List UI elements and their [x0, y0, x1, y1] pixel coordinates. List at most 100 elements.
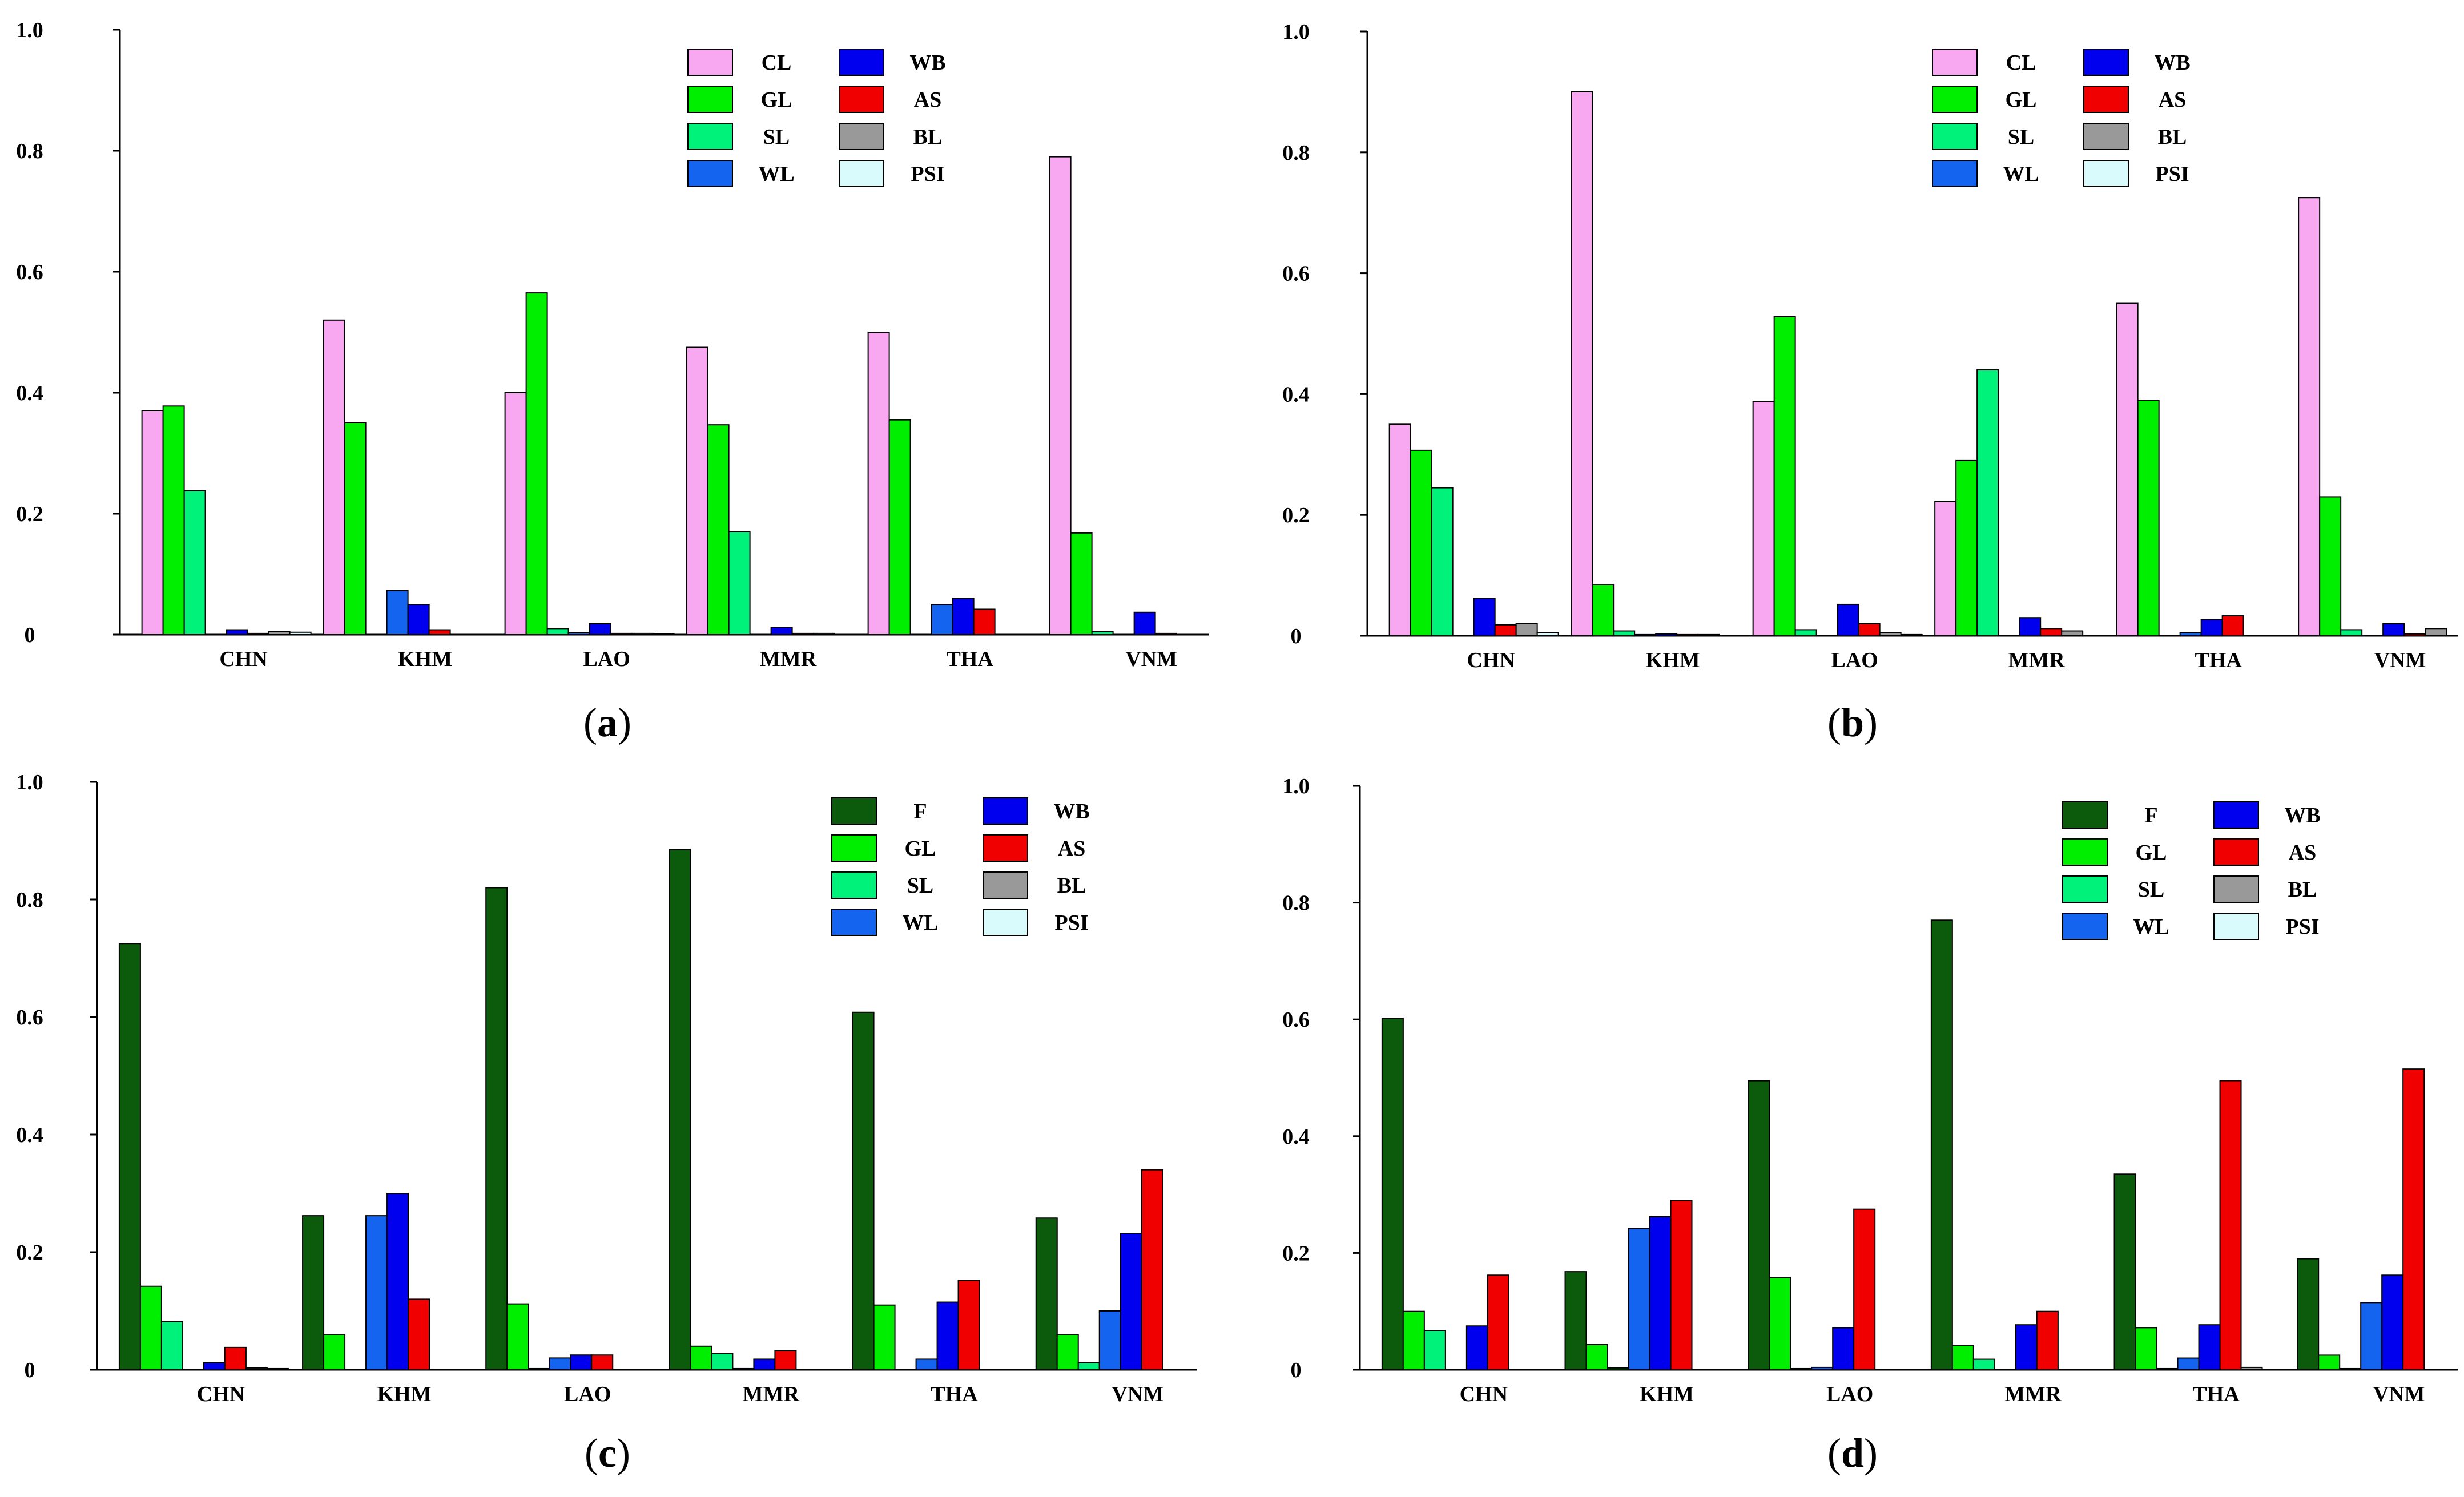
legend-label-cl: CL	[762, 51, 792, 75]
bar-chn-gl	[139, 1285, 162, 1370]
legend-swatch-gl	[1932, 86, 1978, 113]
bar-lao-psi	[652, 633, 675, 635]
bar-vnm-bl	[2425, 628, 2447, 636]
x-category-label: LAO	[1826, 1382, 1873, 1406]
bar-khm-wb	[1655, 633, 1678, 636]
x-category-label: LAO	[564, 1382, 611, 1406]
bar-lao-wb	[1837, 603, 1859, 637]
bar-vnm-wb	[2382, 623, 2405, 636]
bar-lao-cl	[1752, 401, 1775, 636]
legend-label-cl: CL	[2006, 51, 2036, 75]
bar-khm-sl	[1613, 630, 1636, 636]
bar-vnm-gl	[2319, 496, 2342, 636]
legend-swatch-sl	[1932, 123, 1978, 150]
bar-tha-wl	[2179, 632, 2202, 636]
bar-lao-gl	[506, 1303, 529, 1370]
legend-label-wl: WL	[2133, 915, 2169, 939]
legend-label-f: F	[913, 800, 927, 824]
legend-swatch-as	[2083, 86, 2129, 113]
bar-mmr-gl	[1955, 459, 1978, 636]
legend-swatch-cl	[687, 49, 733, 76]
legend-label-wb: WB	[1053, 800, 1089, 824]
x-category-label: VNM	[2374, 648, 2426, 672]
legend-label-gl: GL	[2136, 841, 2167, 865]
bar-mmr-f	[1930, 919, 1953, 1371]
bar-lao-sl	[546, 628, 569, 636]
bar-vnm-sl	[1077, 1362, 1100, 1370]
bar-khm-as	[428, 629, 451, 636]
bar-chn-gl	[1410, 449, 1432, 637]
bar-khm-sl	[1607, 1367, 1629, 1370]
bar-chn-as	[247, 632, 269, 636]
legend-swatch-wb	[2083, 49, 2129, 76]
bar-tha-wb	[2198, 1324, 2221, 1371]
bar-mmr-wb	[2019, 617, 2042, 636]
bar-khm-gl	[1585, 1344, 1608, 1370]
bar-vnm-f	[2297, 1258, 2320, 1370]
bar-khm-wl	[1628, 1228, 1650, 1371]
legend-label-psi: PSI	[911, 162, 944, 186]
y-tick-label: 1.0	[1282, 774, 1310, 798]
bar-tha-gl	[873, 1304, 896, 1370]
x-category-label: CHN	[219, 647, 267, 671]
bar-lao-bl	[1879, 632, 1902, 636]
legend-label-gl: GL	[761, 88, 792, 112]
bar-lao-wb	[589, 623, 611, 636]
bar-tha-as	[973, 608, 996, 635]
legend-label-f: F	[2144, 804, 2157, 828]
bar-mmr-bl	[2061, 630, 2084, 636]
bar-vnm-gl	[1056, 1334, 1079, 1370]
bar-khm-gl	[1592, 583, 1615, 636]
legend-swatch-sl	[831, 871, 877, 899]
legend-label-wb: WB	[2154, 51, 2190, 75]
legend-swatch-sl	[2062, 875, 2108, 903]
bar-vnm-gl	[1070, 532, 1093, 635]
bar-lao-sl	[1794, 629, 1817, 637]
legend-swatch-gl	[687, 86, 733, 113]
y-tick-label: 0.4	[1282, 382, 1310, 406]
panel-label: (b)	[1827, 700, 1878, 745]
panel-label: (d)	[1827, 1430, 1878, 1476]
y-tick-label: 0.8	[1282, 891, 1310, 915]
legend-swatch-wl	[1932, 160, 1978, 187]
bar-lao-as	[610, 632, 633, 636]
bar-tha-wl	[915, 1358, 938, 1370]
chart-panel-4: 0 0.2 0.4 0.6 0.8 1.0 CHN KHM LAO MMR THA VNM F GL SL W…	[1282, 774, 2458, 1476]
bar-mmr-gl	[1951, 1345, 1974, 1370]
legend-label-wb: WB	[2284, 804, 2320, 828]
legend-swatch-as	[983, 834, 1028, 862]
chart-panel-2: 0 0.2 0.4 0.6 0.8 1.0 CHN KHM LAO MMR THA VNM CL GL SL…	[1282, 20, 2458, 745]
x-category-label: LAO	[1831, 648, 1878, 672]
bar-lao-gl	[1773, 316, 1796, 636]
bar-chn-as	[1487, 1274, 1509, 1370]
legend-swatch-bl	[983, 871, 1028, 899]
bar-khm-f	[302, 1215, 325, 1370]
bar-vnm-as	[1154, 632, 1177, 636]
y-tick-label: 0.6	[16, 260, 43, 284]
bar-vnm-wb	[1120, 1233, 1142, 1371]
bar-chn-sl	[1431, 487, 1454, 636]
legend-label-sl: SL	[763, 125, 790, 149]
x-category-label: CHN	[1467, 648, 1515, 672]
bar-mmr-as	[791, 632, 814, 636]
bar-tha-wl	[931, 604, 953, 635]
x-category-label: KHM	[377, 1382, 432, 1406]
bar-mmr-wb	[770, 627, 793, 636]
y-tick-label: 0.4	[1282, 1125, 1310, 1149]
legend-swatch-as	[2213, 838, 2259, 866]
bar-khm-cl	[323, 319, 345, 635]
x-category-label: VNM	[1112, 1382, 1163, 1406]
legend-swatch-wb	[983, 797, 1028, 825]
bar-tha-f	[2113, 1173, 2136, 1370]
legend-label-psi: PSI	[2155, 162, 2189, 186]
bar-khm-as	[1670, 1200, 1693, 1371]
legend-label-as: AS	[2289, 841, 2317, 865]
bar-mmr-f	[669, 849, 691, 1370]
bar-lao-gl	[525, 292, 548, 635]
bar-tha-f	[852, 1011, 875, 1370]
x-category-label: MMR	[743, 1382, 800, 1406]
legend-swatch-gl	[2062, 838, 2108, 866]
bar-chn-psi	[1536, 632, 1559, 636]
bar-khm-as	[408, 1298, 430, 1370]
bar-lao-wl	[1811, 1366, 1834, 1370]
